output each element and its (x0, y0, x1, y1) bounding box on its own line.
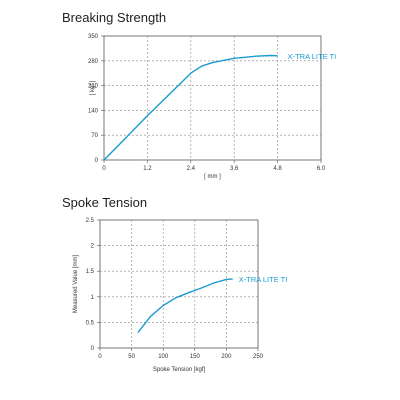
x-tick-label: 150 (190, 354, 201, 360)
y-tick-label: 70 (91, 133, 98, 139)
x-tick-label: 0 (98, 354, 102, 360)
x-tick-label: 4.8 (273, 166, 282, 172)
x-tick-label: 3.6 (230, 166, 239, 172)
x-tick-label: 1.2 (143, 166, 152, 172)
series-label: X-TRA LITE TI (239, 275, 288, 284)
x-tick-label: 0 (102, 166, 106, 172)
breaking-strength-title: Breaking Strength (62, 10, 167, 25)
y-tick-label: 0.5 (86, 320, 95, 326)
y-tick-label: 1.5 (86, 269, 95, 275)
y-tick-label: 210 (88, 84, 99, 90)
x-tick-label: 2.4 (187, 166, 196, 172)
chart-0: 0 1.2 2.4 3.6 4.8 6.0 0 70 140 210 280 350 [ mm ] [ k… (88, 34, 336, 180)
x-tick-label: 100 (158, 354, 169, 360)
x-tick-label: 50 (128, 354, 135, 360)
y-tick-label: 350 (88, 34, 99, 40)
y-axis-label: [ kgf ] (90, 80, 96, 95)
x-axis-label: Spoke Tension [kgf] (153, 367, 206, 373)
x-tick-label: 6.0 (317, 166, 326, 172)
series-line (103, 54, 278, 161)
y-axis-label: Measured Value [mm] (73, 255, 79, 314)
y-tick-label: 2 (91, 244, 95, 250)
x-tick-label: 250 (253, 354, 264, 360)
x-tick-label: 200 (221, 354, 232, 360)
y-tick-label: 1 (91, 295, 95, 301)
spoke-tension-title: Spoke Tension (62, 195, 148, 210)
y-tick-label: 280 (88, 59, 99, 65)
x-axis-label: [ mm ] (204, 174, 221, 180)
y-tick-label: 0 (95, 158, 99, 164)
y-tick-label: 140 (88, 108, 99, 114)
plot-frame (103, 35, 322, 161)
series-label: X-TRA LITE TI (288, 52, 337, 61)
plot-frame (99, 219, 259, 349)
y-tick-label: 0 (91, 346, 95, 352)
series-line (137, 278, 233, 334)
chart-1: 0 50 100 150 200 250 0 0.5 1 1.5 2 2.5 Spoke Tension… (73, 218, 287, 373)
y-tick-label: 2.5 (86, 218, 95, 224)
